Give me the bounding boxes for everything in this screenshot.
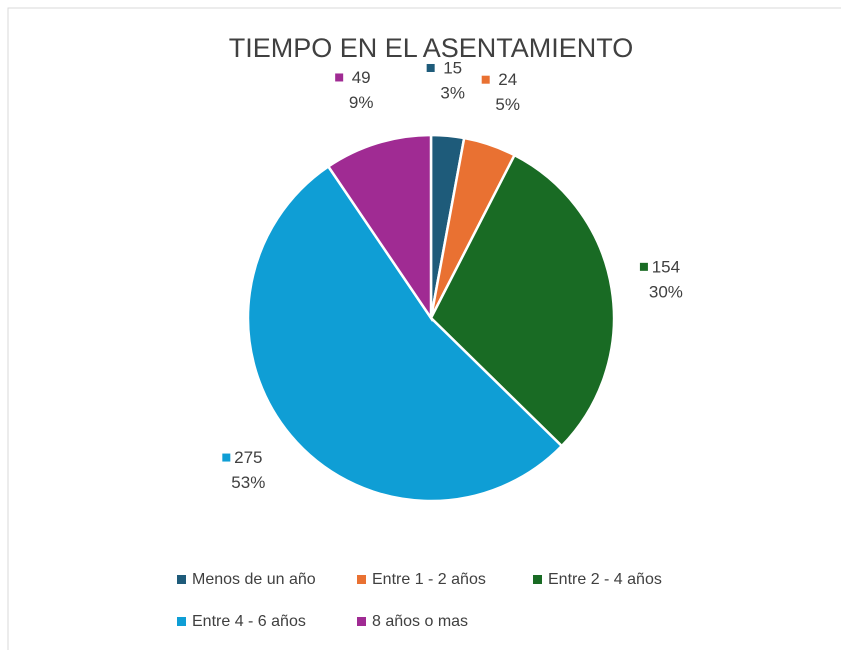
legend-label: 8 años o mas (372, 613, 468, 630)
pie-slice (429, 153, 616, 448)
legend-marker (357, 617, 366, 626)
percent-label: 9% (349, 93, 374, 112)
percent-label: 53% (231, 473, 265, 492)
percent-label: 3% (440, 83, 465, 102)
pie-slice (246, 164, 564, 503)
data-label: 154 (652, 257, 680, 276)
label-marker (335, 73, 344, 82)
label-marker (639, 262, 648, 271)
data-label: 275 (234, 448, 262, 467)
data-label: 24 (498, 70, 517, 89)
data-label: 49 (352, 68, 371, 87)
label-marker (481, 75, 490, 84)
legend-marker (177, 617, 186, 626)
percent-label: 30% (649, 282, 683, 301)
data-label: 15 (443, 58, 462, 77)
legend-label: Entre 4 - 6 años (192, 613, 306, 630)
label-marker (426, 63, 435, 72)
percent-label: 5% (495, 95, 520, 114)
legend-label: Entre 2 - 4 años (548, 571, 662, 588)
legend-label: Menos de un año (192, 571, 316, 588)
legend-marker (357, 575, 366, 584)
legend-marker (533, 575, 542, 584)
legend-marker (177, 575, 186, 584)
label-marker (222, 453, 231, 462)
legend-label: Entre 1 - 2 años (372, 571, 486, 588)
pie-slice (326, 133, 433, 323)
chart-title: TIEMPO EN EL ASENTAMIENTO (229, 33, 634, 63)
